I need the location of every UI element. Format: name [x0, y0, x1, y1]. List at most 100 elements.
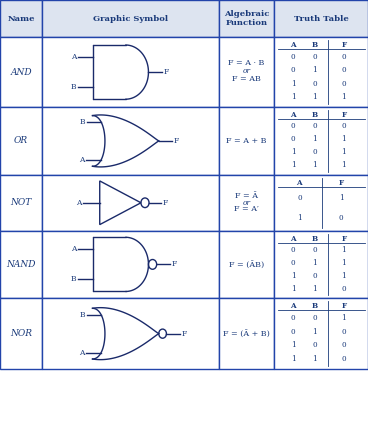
Text: 0: 0	[291, 52, 296, 61]
Text: B: B	[311, 235, 318, 243]
Text: 1: 1	[312, 66, 317, 74]
Text: F = AB: F = AB	[232, 75, 261, 83]
Text: Graphic Symbol: Graphic Symbol	[93, 14, 168, 23]
Text: F: F	[342, 111, 346, 119]
Text: A: A	[290, 302, 296, 310]
Text: F: F	[173, 137, 179, 145]
Text: 1: 1	[291, 284, 296, 292]
Bar	[219, 37, 274, 107]
Text: 0: 0	[342, 341, 346, 350]
Bar	[0, 0, 42, 37]
Text: 0: 0	[312, 272, 317, 280]
Text: 1: 1	[312, 93, 317, 101]
Text: 1: 1	[312, 327, 317, 336]
Text: F = A · B: F = A · B	[229, 59, 265, 67]
Bar	[42, 37, 219, 107]
Text: 0: 0	[291, 314, 296, 322]
Bar	[0, 298, 42, 369]
Text: 0: 0	[312, 314, 317, 322]
Bar	[219, 298, 274, 369]
Text: 0: 0	[312, 122, 317, 130]
Bar	[274, 231, 368, 298]
Bar	[274, 37, 368, 107]
Bar	[42, 298, 219, 369]
Text: 0: 0	[312, 148, 317, 156]
Bar	[274, 107, 368, 175]
Bar	[219, 175, 274, 231]
Text: F: F	[171, 260, 177, 268]
Text: F = (Ā + B): F = (Ā + B)	[223, 329, 270, 338]
Text: F: F	[163, 68, 169, 76]
Text: 0: 0	[312, 246, 317, 254]
Text: F: F	[162, 199, 167, 207]
Bar	[219, 0, 274, 37]
Bar	[219, 107, 274, 175]
Text: F = A + B: F = A + B	[226, 137, 267, 145]
Text: 1: 1	[312, 259, 317, 267]
Text: A: A	[290, 42, 296, 49]
Text: 1: 1	[291, 80, 296, 88]
Text: A: A	[79, 156, 85, 164]
Text: 1: 1	[342, 161, 346, 169]
Bar	[0, 175, 42, 231]
Text: 0: 0	[342, 284, 346, 292]
Text: 1: 1	[291, 341, 296, 350]
Text: 0: 0	[291, 246, 296, 254]
Text: 0: 0	[342, 327, 346, 336]
Text: 1: 1	[342, 135, 346, 143]
Text: 1: 1	[339, 194, 344, 201]
Text: F: F	[342, 42, 346, 49]
Bar	[274, 175, 368, 231]
Text: OR: OR	[14, 136, 28, 146]
Text: B: B	[71, 275, 77, 283]
Text: 0: 0	[342, 355, 346, 363]
Text: 0: 0	[339, 214, 344, 222]
Text: NAND: NAND	[6, 260, 36, 269]
Text: 1: 1	[342, 93, 346, 101]
Text: B: B	[311, 42, 318, 49]
Text: 1: 1	[297, 214, 302, 222]
Text: 0: 0	[291, 135, 296, 143]
Text: B: B	[311, 111, 318, 119]
Text: A: A	[290, 111, 296, 119]
Text: 0: 0	[342, 52, 346, 61]
Text: 0: 0	[342, 66, 346, 74]
Text: F: F	[342, 302, 346, 310]
Text: Truth Table: Truth Table	[294, 14, 348, 23]
Bar	[42, 231, 219, 298]
Bar	[0, 231, 42, 298]
Text: A: A	[297, 179, 302, 187]
Text: B: B	[311, 302, 318, 310]
Text: B: B	[71, 83, 77, 91]
Text: 1: 1	[312, 355, 317, 363]
Text: 1: 1	[342, 272, 346, 280]
Text: F = Ā: F = Ā	[235, 192, 258, 200]
Text: NOT: NOT	[11, 198, 32, 207]
Text: Algebraic
Function: Algebraic Function	[224, 10, 269, 27]
Text: 0: 0	[291, 122, 296, 130]
Text: 0: 0	[312, 341, 317, 350]
Text: A: A	[290, 235, 296, 243]
Text: 1: 1	[342, 259, 346, 267]
Text: 0: 0	[342, 122, 346, 130]
Text: B: B	[79, 311, 85, 319]
Text: 0: 0	[291, 259, 296, 267]
Bar	[42, 175, 219, 231]
Text: 0: 0	[291, 66, 296, 74]
Bar	[0, 37, 42, 107]
Text: 1: 1	[291, 272, 296, 280]
Text: 1: 1	[342, 314, 346, 322]
Text: 1: 1	[291, 93, 296, 101]
Text: B: B	[79, 118, 85, 126]
Text: A: A	[76, 199, 82, 207]
Bar	[42, 107, 219, 175]
Text: A: A	[71, 246, 77, 253]
Text: 0: 0	[297, 194, 302, 201]
Text: 1: 1	[312, 135, 317, 143]
Text: F: F	[181, 329, 187, 338]
Text: AND: AND	[10, 68, 32, 76]
Text: or: or	[243, 67, 251, 75]
Text: 1: 1	[312, 284, 317, 292]
Text: 1: 1	[291, 355, 296, 363]
Text: or: or	[243, 199, 251, 207]
